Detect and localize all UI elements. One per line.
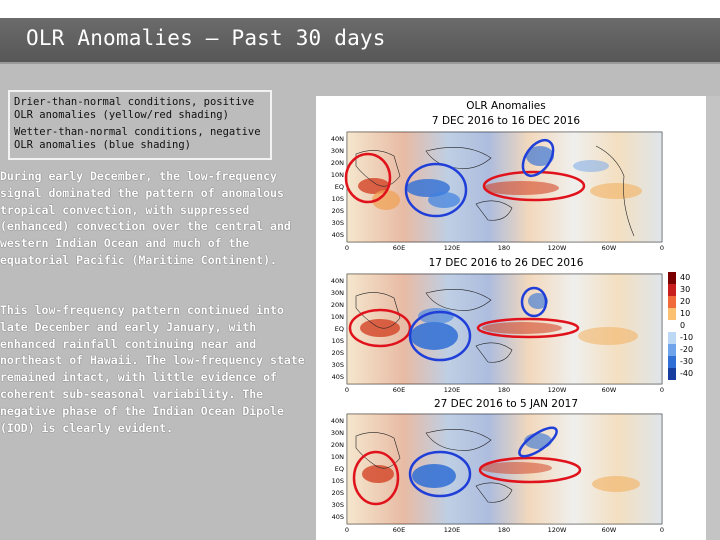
- right-margin: [706, 96, 720, 540]
- svg-text:0: 0: [345, 526, 349, 534]
- panel1-map: 40N 30N 20N 10N EQ 10S 20S 30S 40S 0 60E…: [331, 131, 664, 252]
- svg-text:10S: 10S: [332, 337, 344, 345]
- svg-text:30N: 30N: [331, 429, 344, 437]
- svg-text:20S: 20S: [332, 349, 344, 357]
- svg-text:120W: 120W: [548, 386, 567, 394]
- svg-text:30S: 30S: [332, 219, 344, 227]
- olr-maps-figure: OLR Anomalies 7 DEC 2016 to 16 DEC 2016: [331, 100, 693, 534]
- svg-text:20N: 20N: [331, 441, 344, 449]
- panel3-red-circle-indian: [352, 450, 400, 506]
- paragraph-early-december: During early December, the low-frequency…: [0, 169, 291, 267]
- svg-text:-30: -30: [680, 357, 693, 366]
- svg-text:40N: 40N: [331, 277, 344, 285]
- svg-text:60E: 60E: [393, 526, 405, 534]
- svg-text:EQ: EQ: [335, 325, 344, 333]
- svg-text:120E: 120E: [444, 386, 461, 394]
- panel1-period: 7 DEC 2016 to 16 DEC 2016: [432, 115, 580, 127]
- svg-text:30S: 30S: [332, 361, 344, 369]
- svg-text:60W: 60W: [602, 244, 617, 252]
- svg-text:40N: 40N: [331, 135, 344, 143]
- svg-text:0: 0: [345, 386, 349, 394]
- panel2-lon-labels: 0 60E 120E 180 120W 60W 0: [345, 386, 664, 394]
- svg-text:30S: 30S: [332, 501, 344, 509]
- title-bar: OLR Anomalies – Past 30 days: [0, 18, 720, 64]
- svg-text:20: 20: [680, 297, 690, 306]
- svg-text:-20: -20: [680, 345, 693, 354]
- svg-text:20N: 20N: [331, 301, 344, 309]
- panel2-lat-labels: 40N 30N 20N 10N EQ 10S 20S 30S 40S: [331, 277, 344, 381]
- svg-text:40S: 40S: [332, 373, 344, 381]
- panel2-blue-ellipse-hawaii: [520, 286, 548, 318]
- svg-text:40N: 40N: [331, 417, 344, 425]
- svg-text:60W: 60W: [602, 526, 617, 534]
- svg-text:180: 180: [498, 526, 510, 534]
- panel1-blue-circle-maritime: [404, 162, 468, 218]
- svg-text:20S: 20S: [332, 489, 344, 497]
- svg-text:0: 0: [660, 386, 664, 394]
- svg-text:30N: 30N: [331, 147, 344, 155]
- svg-text:10N: 10N: [331, 171, 344, 179]
- panel1-red-circle-indian: [344, 152, 392, 204]
- svg-text:-10: -10: [680, 333, 693, 342]
- svg-text:10S: 10S: [332, 477, 344, 485]
- svg-text:40: 40: [680, 273, 690, 282]
- panel3-lon-labels: 0 60E 120E 180 120W 60W 0: [345, 526, 664, 534]
- panel3-blue-circle-maritime: [408, 450, 472, 498]
- svg-text:30: 30: [680, 285, 690, 294]
- svg-text:30N: 30N: [331, 289, 344, 297]
- svg-text:180: 180: [498, 386, 510, 394]
- colorbar: 40 30 20 10 0 -10 -20 -30 -40: [668, 272, 693, 380]
- svg-text:180: 180: [498, 244, 510, 252]
- svg-text:120W: 120W: [548, 526, 567, 534]
- panel2-period: 17 DEC 2016 to 26 DEC 2016: [429, 257, 584, 269]
- panel3-map: 40N 30N 20N 10N EQ 10S 20S 30S 40S 0 60E…: [331, 413, 664, 534]
- panel1-red-ellipse-pacific: [482, 170, 586, 202]
- panel3-blue-ellipse-hawaii: [518, 426, 558, 458]
- svg-text:120W: 120W: [548, 244, 567, 252]
- paragraph-late-december: This low-frequency pattern continued int…: [0, 303, 305, 435]
- panel2-red-ellipse-pacific: [476, 317, 580, 339]
- svg-text:10N: 10N: [331, 313, 344, 321]
- svg-text:40S: 40S: [332, 513, 344, 521]
- slide-title: OLR Anomalies – Past 30 days: [26, 26, 386, 50]
- svg-text:60E: 60E: [393, 386, 405, 394]
- svg-text:10N: 10N: [331, 453, 344, 461]
- panel2-blue-circle-maritime: [408, 310, 472, 362]
- svg-text:0: 0: [660, 526, 664, 534]
- svg-text:60E: 60E: [393, 244, 405, 252]
- legend-box: Drier-than-normal conditions, positive O…: [8, 90, 272, 160]
- svg-text:20S: 20S: [332, 207, 344, 215]
- panel3-red-ellipse-pacific: [478, 456, 582, 484]
- panel2-red-circle-indian: [348, 308, 412, 348]
- panel2-map: 40N 30N 20N 10N EQ 10S 20S 30S 40S 0 60E…: [331, 273, 664, 394]
- svg-text:-40: -40: [680, 369, 693, 378]
- svg-text:120E: 120E: [444, 526, 461, 534]
- svg-text:EQ: EQ: [335, 183, 344, 191]
- svg-text:0: 0: [345, 244, 349, 252]
- svg-text:0: 0: [660, 244, 664, 252]
- panel1-blue-ellipse-hawaii: [521, 138, 555, 178]
- svg-text:10: 10: [680, 309, 690, 318]
- panel1-lat-labels: 40N 30N 20N 10N EQ 10S 20S 30S 40S: [331, 135, 344, 239]
- svg-text:40S: 40S: [332, 231, 344, 239]
- svg-text:20N: 20N: [331, 159, 344, 167]
- svg-text:60W: 60W: [602, 386, 617, 394]
- panel3-period: 27 DEC 2016 to 5 JAN 2017: [434, 398, 578, 410]
- svg-text:EQ: EQ: [335, 465, 344, 473]
- panel1-lon-labels: 0 60E 120E 180 120W 60W 0: [345, 244, 664, 252]
- svg-text:120E: 120E: [444, 244, 461, 252]
- top-frame: [0, 0, 720, 18]
- svg-text:0: 0: [680, 321, 685, 330]
- svg-text:10S: 10S: [332, 195, 344, 203]
- panel3-lat-labels: 40N 30N 20N 10N EQ 10S 20S 30S 40S: [331, 417, 344, 521]
- maps-header: OLR Anomalies: [466, 100, 545, 112]
- legend-negative: Wetter-than-normal conditions, negative …: [14, 126, 261, 151]
- olr-map-panel: OLR Anomalies 7 DEC 2016 to 16 DEC 2016: [316, 96, 706, 540]
- legend-positive: Drier-than-normal conditions, positive O…: [14, 96, 255, 121]
- title-divider: [0, 62, 720, 64]
